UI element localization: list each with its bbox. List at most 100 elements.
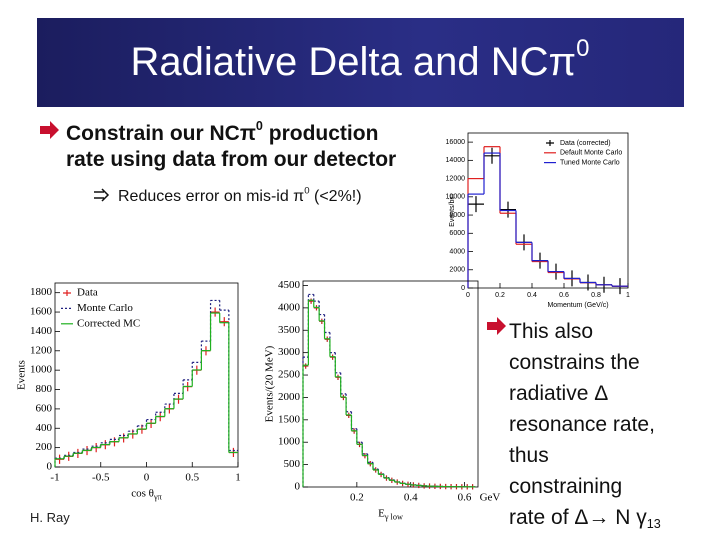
- bullet-line: radiative Δ: [509, 378, 661, 409]
- data-point: [468, 196, 484, 213]
- right-bullet: This also constrains the radiative Δ resona…: [509, 316, 661, 533]
- bullet-line: thus: [509, 440, 661, 471]
- x-axis-label-sub: γ low: [384, 512, 403, 521]
- y-tick-label: 6000: [449, 230, 465, 237]
- y-tick-label: 4000: [278, 301, 301, 313]
- y-tick-label: 3500: [278, 324, 301, 336]
- y-tick-label: 8000: [449, 212, 465, 219]
- y-tick-label: 0: [47, 461, 53, 473]
- y-tick-label: 14000: [446, 157, 466, 164]
- x-tick-label: 1: [626, 292, 630, 299]
- chart: 0 200 400 600 800 1000 1200 1400 1600 1800 -1 -0.5 0…: [16, 282, 241, 501]
- bullet-text: constrains the: [509, 351, 640, 374]
- bullet-arrow: [487, 317, 506, 335]
- y-tick-label: 2000: [278, 391, 301, 403]
- x-tick-label: -1: [50, 472, 59, 484]
- x-tick-label: 0.4: [527, 292, 537, 299]
- x-tick-label: 0: [144, 472, 150, 484]
- y-tick-label: 2500: [278, 369, 301, 381]
- x-axis-label-text: cos θ: [131, 487, 154, 499]
- footer: H. Ray: [30, 510, 70, 525]
- x-axis-label-sub: γπ: [153, 492, 163, 501]
- legend-marker: [63, 290, 71, 296]
- bullet-line: Constrain our NCπ0 production: [66, 118, 379, 146]
- title-banner: [37, 18, 684, 107]
- sub-bullet-text: Reduces error on mis-id π: [118, 188, 305, 205]
- x-axis-label: Eγ low: [378, 507, 403, 521]
- x-axis-label: cos θγπ: [131, 487, 162, 501]
- chart: 0 2000 4000 6000 8000 10000 12000 14000 16000 0 0.…: [446, 132, 630, 309]
- x-tick-label: 1: [235, 472, 241, 484]
- chart: 0 500 1000 1500 2000 2500 3000 3500 4000 4500 0.2 0…: [264, 279, 501, 521]
- bullet-line: rate of Δ→ N γ13: [509, 502, 661, 533]
- bullet-sub: 13: [646, 516, 661, 531]
- x-tick-label: 0.2: [495, 292, 505, 299]
- bullet-line: constraining: [509, 471, 661, 502]
- bullet-text: constraining: [509, 475, 623, 498]
- bullet-line: constrains the: [509, 347, 661, 378]
- bullet-text: radiative Δ: [509, 382, 609, 405]
- x-tick-label: 0.2: [350, 492, 364, 504]
- x-unit: GeV: [480, 492, 501, 504]
- legend-marker: [546, 140, 554, 146]
- bullet-text: production: [262, 122, 379, 145]
- data-point: [303, 363, 309, 369]
- legend-label: Corrected MC: [77, 317, 140, 329]
- bullet-arrow: [40, 121, 59, 139]
- bullet-text: Constrain our NCπ: [66, 122, 256, 145]
- y-tick-label: 3000: [278, 346, 301, 358]
- y-tick-label: 2000: [449, 267, 465, 274]
- y-tick-label: 1200: [30, 344, 53, 356]
- y-tick-label: 200: [36, 441, 53, 453]
- y-tick-label: 1800: [30, 286, 53, 298]
- x-tick-label: 0.8: [591, 292, 601, 299]
- data-point: [308, 298, 314, 304]
- bullet-line: resonance rate,: [509, 409, 661, 440]
- x-tick-label: -0.5: [92, 472, 110, 484]
- y-tick-label: 12000: [446, 175, 466, 182]
- plot-frame: [302, 280, 479, 488]
- sub-bullet: Reduces error on mis-id π0 (<2%!): [118, 185, 362, 206]
- data-point: [219, 317, 229, 327]
- implies-arrow: [94, 188, 110, 202]
- y-tick-label: 500: [284, 458, 301, 470]
- y-tick-label: 4000: [449, 248, 465, 255]
- y-tick-label: 800: [36, 383, 53, 395]
- sub-bullet-sup: 0: [304, 185, 310, 197]
- bullet-text: rate of Δ→ N γ: [509, 506, 647, 529]
- sub-bullet-text: (<2%!): [309, 188, 362, 205]
- bullet-sup: 0: [255, 118, 263, 133]
- title-sup: 0: [576, 34, 590, 62]
- legend-label: Tuned Monte Carlo: [560, 159, 620, 166]
- data-point: [484, 147, 500, 164]
- y-axis-label: Events/(20 MeV): [264, 345, 276, 422]
- y-tick-label: 1600: [30, 306, 53, 318]
- y-tick-label: 1000: [30, 364, 53, 376]
- x-tick-label: 0: [466, 292, 470, 299]
- bullet-text: This also: [509, 320, 594, 343]
- bullet-text: rate using data from our detector: [66, 148, 397, 171]
- y-tick-label: 1400: [30, 325, 53, 337]
- bullet-line: This also: [509, 316, 661, 347]
- bullet-text: resonance rate,: [509, 413, 655, 436]
- y-tick-label: 0: [295, 481, 301, 493]
- x-tick-label: 0.6: [559, 292, 569, 299]
- x-tick-label: 0.4: [404, 492, 418, 504]
- y-tick-label: 400: [36, 422, 53, 434]
- data-point: [210, 307, 220, 317]
- x-tick-label: 0.6: [458, 492, 472, 504]
- y-axis-label: Events: [16, 360, 28, 390]
- y-tick-label: 16000: [446, 139, 466, 146]
- y-tick-label: 0: [461, 285, 465, 292]
- legend-label: Data (corrected): [560, 140, 611, 147]
- y-tick-label: 1000: [278, 436, 301, 448]
- x-tick-label: 0.5: [185, 472, 199, 484]
- y-tick-label: 10000: [446, 194, 466, 201]
- data-point: [500, 201, 516, 218]
- legend-label: Monte Carlo: [77, 302, 133, 314]
- legend-label: Data: [77, 287, 98, 299]
- slide-title: Radiative Delta and NCπ0: [0, 36, 720, 85]
- bullet-line: rate using data from our detector: [66, 148, 396, 172]
